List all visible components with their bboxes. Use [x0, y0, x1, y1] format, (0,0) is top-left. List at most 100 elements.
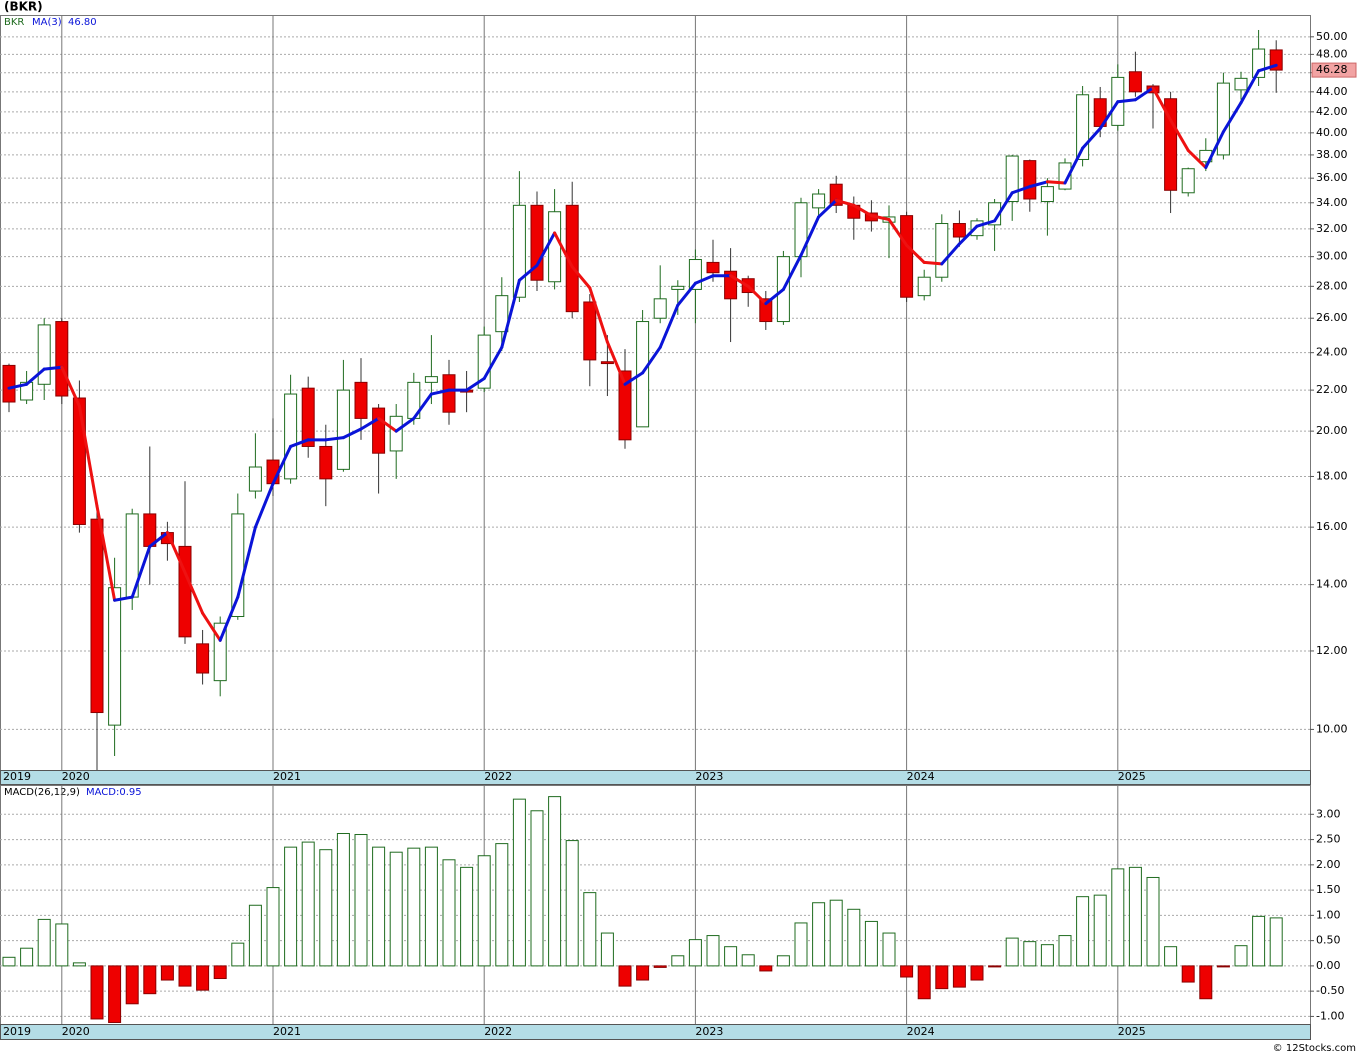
ma-segment: [465, 377, 486, 392]
ma-segment: [429, 388, 451, 396]
macd-bar: [1076, 896, 1090, 967]
ma-segment: [693, 274, 715, 285]
ma-segment: [641, 345, 662, 375]
candle-body: [952, 223, 966, 238]
macd-bar: [600, 932, 614, 967]
macd-bar: [125, 965, 139, 1005]
macd-bar: [1040, 944, 1054, 967]
macd-bar: [90, 965, 104, 1020]
ma-segment: [1239, 69, 1261, 105]
ma-segment: [377, 416, 398, 433]
macd-bar: [653, 965, 667, 968]
candle-body: [90, 518, 104, 714]
y-tick-label: 24.00: [1316, 346, 1348, 359]
macd-bar: [284, 846, 298, 967]
candle: [952, 210, 966, 247]
ma-segment: [218, 595, 240, 642]
macd-bar: [196, 965, 210, 991]
x-tick-label: 2024: [907, 1025, 935, 1038]
candle: [301, 376, 315, 458]
last-price-label: 46.28: [1316, 63, 1348, 76]
candle-body: [248, 466, 262, 492]
candle-body: [55, 321, 69, 397]
x-tick-label: 2023: [695, 770, 723, 783]
ma-segment: [42, 365, 64, 371]
candle: [794, 197, 808, 278]
y-tick-label: 48.00: [1316, 47, 1348, 60]
y-tick-label: 42.00: [1316, 105, 1348, 118]
macd-bar: [900, 965, 914, 978]
macd-bar: [266, 887, 280, 967]
macd-bar: [1216, 965, 1230, 968]
ma-segment: [1257, 63, 1278, 73]
candle-body: [548, 211, 562, 283]
chart-title: (BKR): [4, 0, 43, 14]
candle-body: [72, 397, 86, 525]
x-tick-label: 2022: [484, 770, 512, 783]
ma-segment: [183, 570, 205, 615]
macd-bar: [424, 846, 438, 967]
macd-bar: [213, 965, 227, 980]
candle: [900, 211, 914, 302]
candle: [1234, 71, 1248, 100]
x-tick-label: 2022: [484, 1025, 512, 1038]
ma-segment: [148, 531, 169, 548]
candle-body: [512, 204, 526, 298]
ma-segment: [869, 214, 891, 222]
macd-value: MACD:0.95: [86, 787, 142, 798]
macd-bar: [1269, 917, 1283, 967]
year-band: [0, 770, 1311, 785]
candle-body: [706, 261, 720, 274]
year-band: [0, 1024, 1311, 1040]
macd-bar: [319, 849, 333, 967]
candle: [495, 277, 509, 351]
x-tick-label: 2019: [3, 1025, 31, 1038]
candle-body: [354, 381, 368, 419]
macd-bar: [829, 899, 843, 967]
macd-bar: [565, 840, 579, 967]
candle-body: [618, 370, 632, 441]
ma-value: 46.80: [68, 17, 97, 28]
candle: [1128, 51, 1142, 97]
macd-bar: [1023, 941, 1037, 967]
ma-segment: [940, 242, 961, 266]
candle-body: [108, 587, 122, 726]
macd-bar: [372, 846, 386, 967]
macd-bar: [671, 955, 685, 967]
candle: [442, 359, 456, 425]
candle: [1023, 159, 1037, 212]
candle: [354, 358, 368, 440]
candle: [1216, 72, 1230, 160]
candle-body: [336, 389, 350, 470]
y-tick-label: 32.00: [1316, 222, 1348, 235]
candle: [671, 280, 685, 315]
macd-bar: [301, 841, 315, 967]
candle-body: [1040, 186, 1054, 203]
candle: [284, 374, 298, 484]
ma-segment: [25, 367, 46, 386]
candle-body: [1164, 98, 1178, 191]
x-tick-label: 2025: [1118, 1025, 1146, 1038]
candle: [1164, 91, 1178, 214]
y-tick-label: 36.00: [1316, 171, 1348, 184]
macd-bar: [248, 904, 262, 967]
macd-bar: [495, 843, 509, 967]
macd-bar: [1252, 915, 1266, 967]
macd-bar: [935, 965, 949, 990]
macd-bar: [460, 866, 474, 967]
ma-segment: [993, 191, 1014, 223]
candle: [20, 370, 34, 405]
y-tick-label: 1.00: [1316, 908, 1341, 921]
y-tick-label: 12.00: [1316, 644, 1348, 657]
candle: [55, 318, 69, 405]
macd-bar: [583, 892, 597, 967]
ma-segment: [658, 303, 680, 349]
macd-bar: [530, 810, 544, 967]
candle: [248, 433, 262, 499]
symbol-label: BKR: [4, 17, 24, 28]
candle-body: [1234, 77, 1248, 91]
macd-bar: [688, 939, 702, 967]
ma-segment: [60, 365, 81, 408]
macd-bar: [407, 847, 421, 967]
y-tick-label: 10.00: [1316, 722, 1348, 735]
